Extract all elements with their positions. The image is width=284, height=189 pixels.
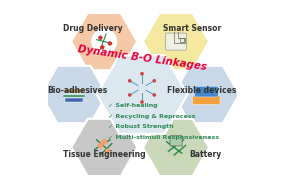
Circle shape — [129, 94, 131, 96]
Circle shape — [153, 80, 155, 82]
Text: Dynamic B-O Linkages: Dynamic B-O Linkages — [77, 45, 207, 73]
Text: ✓ Multi-stimuli Responsiveness: ✓ Multi-stimuli Responsiveness — [108, 135, 219, 139]
Bar — [62, 94, 85, 97]
FancyBboxPatch shape — [194, 86, 218, 97]
Text: Bio-adhesives: Bio-adhesives — [47, 86, 108, 95]
Circle shape — [98, 143, 103, 148]
Circle shape — [101, 46, 104, 49]
Text: Drug Delivery: Drug Delivery — [62, 24, 122, 33]
Polygon shape — [41, 66, 107, 123]
Polygon shape — [71, 13, 137, 70]
Circle shape — [141, 101, 143, 103]
Text: Battery: Battery — [189, 150, 222, 160]
Polygon shape — [143, 13, 209, 70]
Bar — [64, 89, 83, 93]
Circle shape — [102, 139, 106, 144]
Text: Tissue Engineering: Tissue Engineering — [62, 150, 145, 160]
Polygon shape — [173, 66, 239, 123]
Circle shape — [99, 36, 102, 39]
FancyBboxPatch shape — [170, 136, 182, 146]
Circle shape — [141, 73, 143, 75]
Circle shape — [106, 149, 110, 153]
FancyBboxPatch shape — [193, 96, 220, 105]
Polygon shape — [97, 55, 187, 134]
Polygon shape — [71, 119, 137, 176]
Text: ✓ Recycling & Reprocess: ✓ Recycling & Reprocess — [108, 114, 195, 119]
FancyBboxPatch shape — [166, 33, 186, 50]
Text: Smart Sensor: Smart Sensor — [163, 24, 222, 33]
Circle shape — [129, 80, 131, 82]
Circle shape — [108, 42, 111, 45]
Text: Flexible devices: Flexible devices — [167, 86, 237, 95]
Circle shape — [153, 94, 155, 96]
Text: ✓ Robust Strength: ✓ Robust Strength — [108, 124, 174, 129]
Text: ✓ Self-healing: ✓ Self-healing — [108, 103, 158, 108]
Circle shape — [92, 29, 116, 54]
Polygon shape — [143, 119, 209, 176]
Bar — [64, 98, 83, 102]
